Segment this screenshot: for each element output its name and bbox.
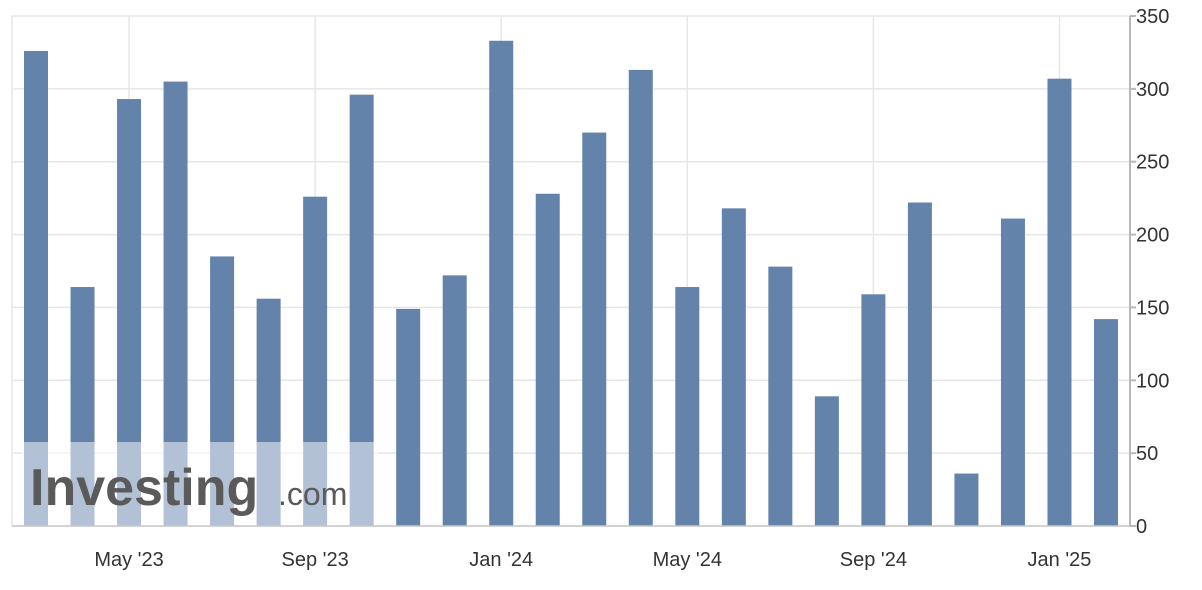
bar [582, 132, 607, 527]
bar [1000, 218, 1025, 527]
y-tick-label: 100 [1136, 370, 1169, 392]
bar [396, 308, 421, 526]
x-tick-label: May '24 [653, 549, 722, 571]
bar [675, 287, 700, 526]
x-tick-label: Jan '24 [469, 549, 533, 571]
y-tick-label: 0 [1136, 516, 1147, 538]
y-tick-label: 350 [1136, 6, 1169, 28]
x-tick-label: Jan '25 [1028, 549, 1092, 571]
y-tick-label: 150 [1136, 297, 1169, 319]
bar [861, 294, 886, 526]
bar [489, 40, 514, 527]
y-tick-label: 250 [1136, 152, 1169, 174]
axes [12, 15, 1136, 527]
bar [628, 69, 653, 527]
bar [954, 473, 979, 526]
bar [535, 193, 560, 526]
watermark-wash [22, 442, 378, 526]
logo-suffix-text: .com [278, 476, 347, 512]
y-axis-tick-labels: 0 50 100 150 200 250 300 350 [1136, 6, 1169, 538]
bar [1047, 78, 1072, 527]
y-tick-label: 200 [1136, 225, 1169, 247]
bar [768, 266, 793, 526]
bar [442, 275, 467, 526]
y-tick-label: 50 [1136, 443, 1158, 465]
x-tick-label: May '23 [94, 549, 163, 571]
x-tick-label: Sep '24 [840, 549, 907, 571]
logo-main-text: Investing [30, 459, 258, 517]
investing-logo-watermark: Investing .com [22, 442, 378, 526]
bar [1094, 319, 1118, 526]
y-tick-label: 300 [1136, 79, 1169, 101]
x-tick-label: Sep '23 [282, 549, 349, 571]
bar [907, 202, 932, 526]
bar [721, 208, 746, 527]
x-axis-tick-labels: May '23 Sep '23 Jan '24 May '24 Sep '24 Jan '… [94, 549, 1091, 571]
bar [814, 396, 839, 526]
